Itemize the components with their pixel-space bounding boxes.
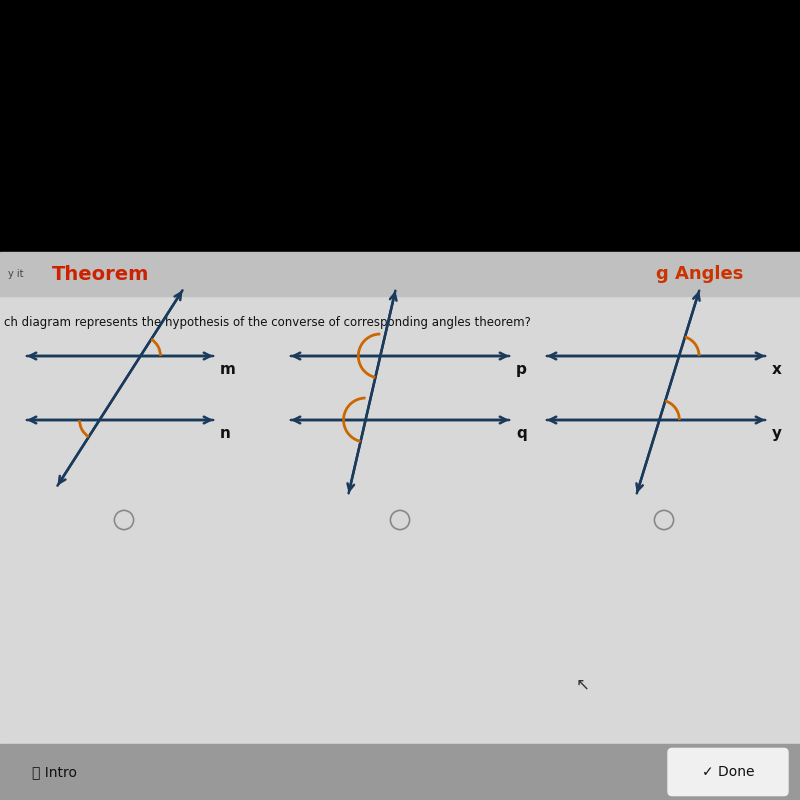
Bar bbox=[0, 296, 800, 744]
Text: g Angles: g Angles bbox=[656, 265, 743, 283]
Bar bbox=[0, 252, 800, 296]
Bar bbox=[0, 744, 800, 800]
Text: y it: y it bbox=[8, 269, 23, 279]
Text: y: y bbox=[772, 426, 782, 442]
Text: 🔊 Intro: 🔊 Intro bbox=[32, 765, 77, 779]
Text: Theorem: Theorem bbox=[52, 265, 150, 283]
Text: n: n bbox=[220, 426, 231, 442]
Text: p: p bbox=[516, 362, 527, 378]
Text: m: m bbox=[220, 362, 236, 378]
Text: ↖: ↖ bbox=[576, 675, 590, 693]
Text: ✓ Done: ✓ Done bbox=[702, 765, 754, 779]
Text: q: q bbox=[516, 426, 526, 442]
FancyBboxPatch shape bbox=[668, 749, 788, 795]
Text: ch diagram represents the hypothesis of the converse of corresponding angles the: ch diagram represents the hypothesis of … bbox=[4, 316, 531, 329]
Text: x: x bbox=[772, 362, 782, 378]
